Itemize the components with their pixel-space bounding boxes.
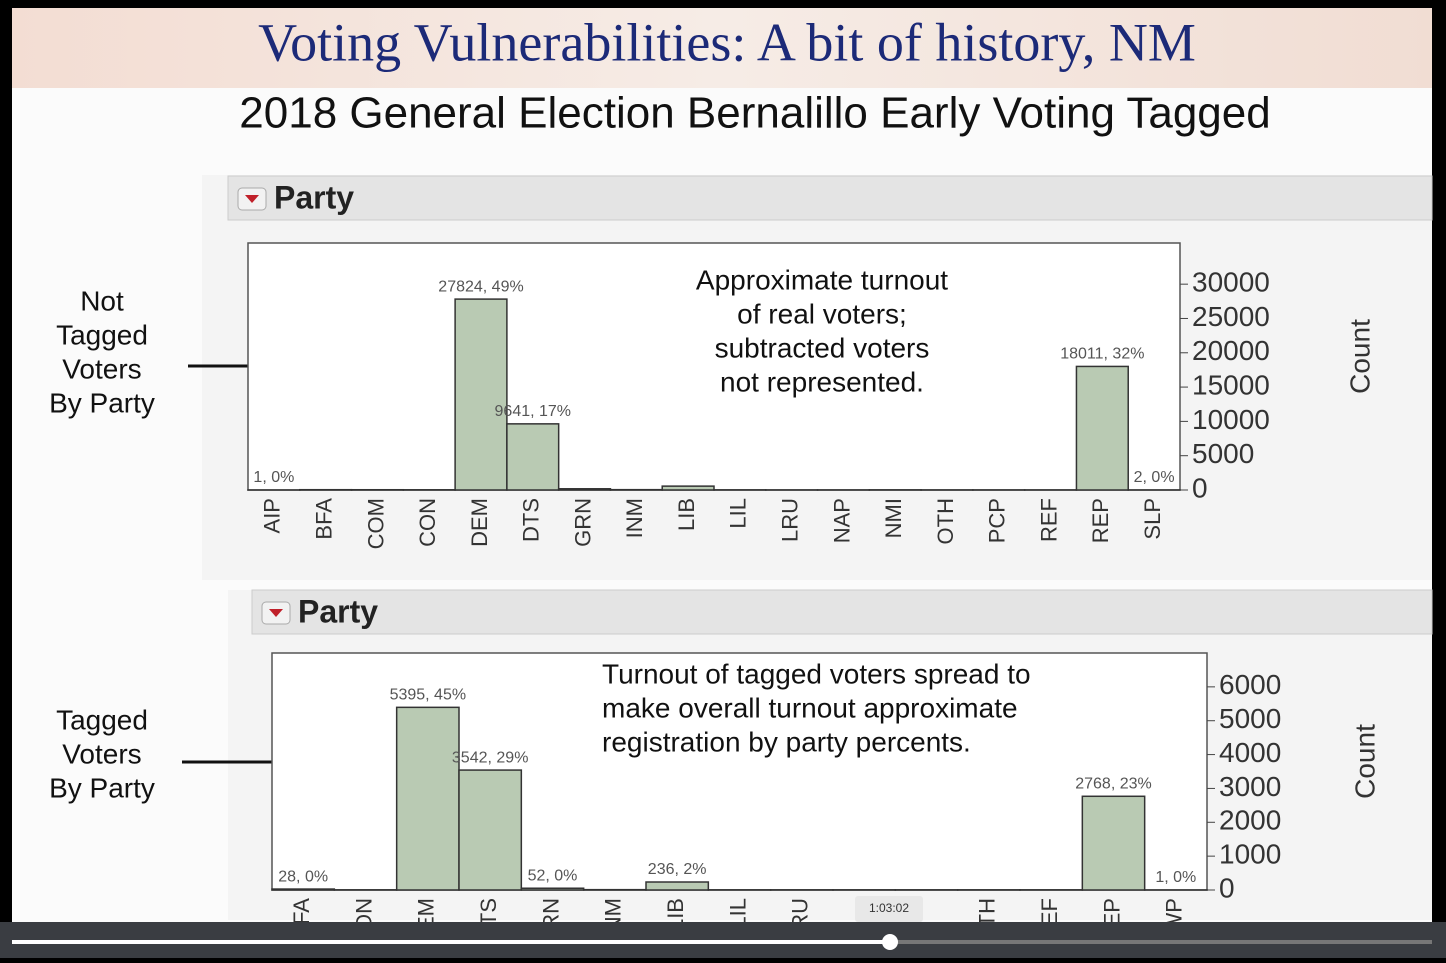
data-label: 236, 2% [648,861,707,878]
y-tick-label: 25000 [1192,301,1270,332]
data-label: 2768, 23% [1075,776,1152,793]
annotation: subtracted voters [715,332,930,363]
side-label: By Party [49,387,155,418]
annotation: not represented. [720,366,924,397]
x-tick-label: COM [363,498,388,549]
data-label: 3542, 29% [452,749,529,766]
x-tick-label: NMI [881,498,906,538]
timestamp: 1:03:02 [869,901,909,915]
y-tick-label: 5000 [1219,703,1281,734]
bar [455,299,507,490]
y-tick-label: 15000 [1192,369,1270,400]
y-tick-label: 0 [1219,872,1235,903]
data-label: 9641, 17% [495,403,572,420]
bar [1076,366,1128,490]
y-tick-label: 6000 [1219,669,1281,700]
x-tick-label: SLP [1140,498,1165,540]
y-tick-label: 3000 [1219,771,1281,802]
x-tick-label: AIP [260,498,285,533]
y-tick-label: 1000 [1219,839,1281,870]
x-tick-label: REF [1036,498,1061,542]
y-tick-label: 30000 [1192,267,1270,298]
data-label: 27824, 49% [438,278,523,295]
side-label: Voters [62,738,141,769]
progress-played [12,940,890,944]
data-label: 28, 0% [278,868,328,885]
slide-title: Voting Vulnerabilities: A bit of history… [258,12,1196,72]
annotation: of real voters; [737,298,907,329]
y-tick-label: 4000 [1219,737,1281,768]
x-tick-label: INM [622,498,647,538]
panel-title: Party [298,593,378,629]
data-label: 2, 0% [1134,469,1175,486]
annotation: Approximate turnout [696,264,948,295]
x-tick-label: LIL [726,498,751,529]
annotation: make overall turnout approximate [602,692,1018,723]
y-axis-label: Count [1349,724,1380,799]
data-label: 1, 0% [1155,869,1196,886]
panel-header [228,176,1432,220]
screen: Voting Vulnerabilities: A bit of history… [0,0,1446,958]
x-tick-label: REP [1088,498,1113,543]
x-tick-label: PCP [985,498,1010,543]
x-tick-label: DEM [467,498,492,547]
x-tick-label: BFA [311,498,336,540]
panel-header [252,590,1432,634]
bar [459,770,521,890]
x-tick-label: DTS [519,498,544,542]
bar [559,489,611,490]
y-tick-label: 2000 [1219,805,1281,836]
bar [272,889,334,890]
x-tick-label: LRU [777,498,802,542]
bar [521,888,583,890]
side-label: Voters [62,353,141,384]
slide-subtitle: 2018 General Election Bernalillo Early V… [239,89,1270,138]
side-label: By Party [49,772,155,803]
bar [507,424,559,490]
bar [646,882,708,890]
x-tick-label: OTH [933,498,958,544]
x-tick-label: NAP [829,498,854,543]
panel-title: Party [274,179,354,215]
y-tick-label: 20000 [1192,335,1270,366]
data-label: 18011, 32% [1060,346,1144,363]
bar [662,486,714,490]
y-tick-label: 0 [1192,472,1208,503]
bar [397,707,459,890]
side-label: Tagged [56,704,148,735]
side-label: Tagged [56,319,148,350]
annotation: Turnout of tagged voters spread to [602,658,1031,689]
data-label: 1, 0% [253,469,294,486]
x-tick-label: CON [415,498,440,547]
y-tick-label: 5000 [1192,438,1254,469]
x-tick-label: GRN [570,498,595,547]
progress-handle[interactable] [882,934,898,950]
data-label: 5395, 45% [390,687,467,704]
data-label: 52, 0% [528,867,578,884]
side-label: Not [80,285,124,316]
x-tick-label: LIB [674,498,699,531]
y-axis-label: Count [1344,319,1375,394]
y-tick-label: 10000 [1192,404,1270,435]
annotation: registration by party percents. [602,726,971,757]
bar [1082,796,1144,890]
